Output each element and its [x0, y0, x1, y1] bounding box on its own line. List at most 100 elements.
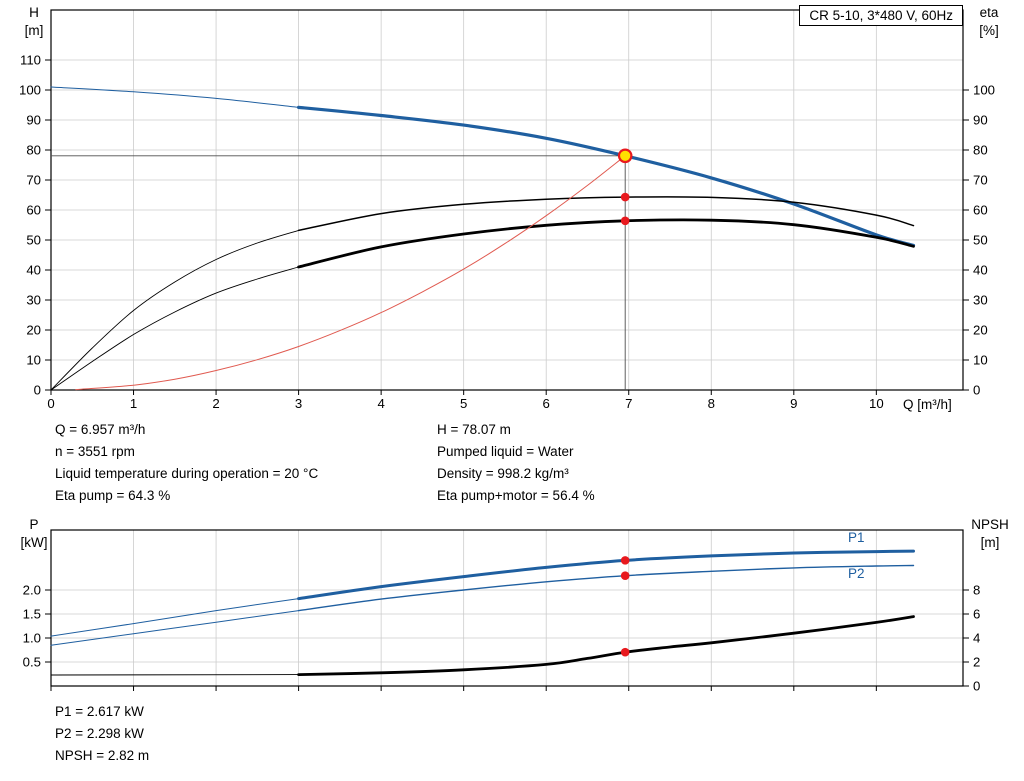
svg-text:1.0: 1.0 — [23, 631, 41, 646]
npsh-axis-label: NPSH [m] — [962, 516, 1018, 552]
svg-text:20: 20 — [973, 323, 988, 338]
svg-text:6: 6 — [543, 396, 550, 411]
p-axis-label: P [kW] — [12, 516, 56, 552]
top-tick-marks — [45, 59, 969, 395]
svg-text:6: 6 — [973, 607, 980, 622]
svg-text:2: 2 — [973, 655, 980, 670]
eta-pump-motor-point — [620, 216, 630, 226]
bottom-tick-labels: 0.5 1.0 1.5 2.0 0 2 4 6 8 — [23, 583, 981, 694]
duty-point-marker[interactable] — [617, 148, 633, 164]
svg-text:10: 10 — [26, 353, 41, 368]
speed-line: n = 3551 rpm — [55, 444, 135, 459]
h-axis-unit: [m] — [24, 23, 44, 38]
p-axis-unit: [kW] — [20, 535, 48, 550]
pumped-liquid-line: Pumped liquid = Water — [437, 444, 574, 459]
bottom-chart: 0.5 1.0 1.5 2.0 0 2 4 6 8 — [23, 529, 981, 694]
svg-text:20: 20 — [26, 323, 41, 338]
svg-text:0: 0 — [973, 679, 980, 694]
npsh-axis-unit: [m] — [980, 535, 1000, 550]
svg-text:0: 0 — [973, 383, 980, 398]
duty-crosshair — [51, 155, 626, 390]
p2-curve — [297, 564, 915, 612]
svg-text:50: 50 — [26, 233, 41, 248]
bottom-tick-marks — [45, 589, 969, 691]
svg-text:3: 3 — [295, 396, 302, 411]
system-curve — [75, 155, 626, 391]
density-line: Density = 998.2 kg/m³ — [437, 466, 569, 481]
svg-text:100: 100 — [19, 83, 41, 98]
eta-pump-motor-lead-in — [50, 266, 300, 391]
eta-pump-motor-line: Eta pump+motor = 56.4 % — [437, 488, 595, 503]
svg-text:10: 10 — [973, 353, 988, 368]
pump-model-title-box: CR 5-10, 3*480 V, 60Hz — [799, 5, 963, 26]
npsh-curve — [297, 615, 915, 676]
svg-text:110: 110 — [20, 53, 41, 68]
svg-text:0: 0 — [47, 396, 54, 411]
svg-text:0.5: 0.5 — [23, 655, 41, 670]
svg-text:50: 50 — [973, 233, 988, 248]
q-axis-label: Q [m³/h] — [903, 397, 952, 412]
svg-text:40: 40 — [26, 263, 41, 278]
svg-text:8: 8 — [708, 396, 715, 411]
svg-text:90: 90 — [26, 113, 41, 128]
eta-pump-motor-curve — [297, 218, 915, 269]
eta-pump-lead-in — [50, 229, 300, 391]
svg-text:70: 70 — [973, 173, 988, 188]
svg-text:2.0: 2.0 — [23, 583, 41, 598]
top-tick-labels: 0 1 2 3 4 5 6 7 8 9 100102030405060708090100110010… — [19, 53, 995, 412]
p-axis-name: P — [29, 517, 39, 532]
svg-text:30: 30 — [973, 293, 988, 308]
p2-value-line: P2 = 2.298 kW — [55, 726, 144, 741]
svg-text:0: 0 — [34, 383, 41, 398]
svg-text:2: 2 — [212, 396, 219, 411]
svg-text:8: 8 — [973, 583, 980, 598]
p2-curve-label: P2 — [848, 566, 865, 581]
npsh-value-line: NPSH = 2.82 m — [55, 748, 150, 763]
eta-axis-unit: [%] — [979, 23, 999, 38]
svg-text:40: 40 — [973, 263, 988, 278]
p1-curve-label: P1 — [848, 530, 865, 545]
svg-text:70: 70 — [26, 173, 41, 188]
svg-text:4: 4 — [973, 631, 980, 646]
p1-curve — [297, 549, 915, 601]
p1-curve-lead-in — [50, 598, 300, 637]
svg-text:1: 1 — [130, 396, 137, 411]
p1-point — [620, 556, 630, 565]
svg-text:10: 10 — [869, 396, 884, 411]
top-plot-frame — [50, 9, 964, 391]
svg-text:7: 7 — [625, 396, 632, 411]
head-curve — [297, 105, 916, 247]
top-chart: 0 1 2 3 4 5 6 7 8 9 100102030405060708090100110010… — [19, 9, 995, 412]
q-value-line: Q = 6.957 m³/h — [55, 422, 146, 437]
svg-text:60: 60 — [26, 203, 41, 218]
duty-info-left: Q = 6.957 m³/h n = 3551 rpm Liquid tempe… — [55, 419, 318, 507]
p1-value-line: P1 = 2.617 kW — [55, 704, 144, 719]
h-axis-name: H — [29, 5, 39, 20]
svg-text:1.5: 1.5 — [23, 607, 41, 622]
h-axis-label: H [m] — [14, 4, 54, 40]
p2-point — [620, 571, 630, 580]
svg-text:100: 100 — [973, 83, 995, 98]
eta-pump-line: Eta pump = 64.3 % — [55, 488, 171, 503]
bottom-plot-frame — [50, 529, 964, 687]
svg-text:5: 5 — [460, 396, 467, 411]
svg-text:4: 4 — [377, 396, 384, 411]
power-info-block: P1 = 2.617 kW P2 = 2.298 kW NPSH = 2.82 … — [55, 701, 149, 767]
svg-text:90: 90 — [973, 113, 988, 128]
top-grid — [51, 10, 963, 390]
eta-pump-point — [620, 192, 630, 202]
npsh-axis-name: NPSH — [971, 517, 1009, 532]
svg-text:30: 30 — [26, 293, 41, 308]
head-curve-lead-in — [50, 86, 300, 108]
duty-info-right: H = 78.07 m Pumped liquid = Water Densit… — [437, 419, 595, 507]
svg-text:9: 9 — [790, 396, 797, 411]
liquid-temp-line: Liquid temperature during operation = 20… — [55, 466, 319, 481]
eta-axis-name: eta — [979, 5, 999, 20]
head-value-line: H = 78.07 m — [437, 422, 511, 437]
svg-text:60: 60 — [973, 203, 988, 218]
p2-curve-lead-in — [50, 610, 300, 646]
npsh-point — [620, 647, 630, 657]
eta-axis-label: eta [%] — [966, 4, 1012, 40]
